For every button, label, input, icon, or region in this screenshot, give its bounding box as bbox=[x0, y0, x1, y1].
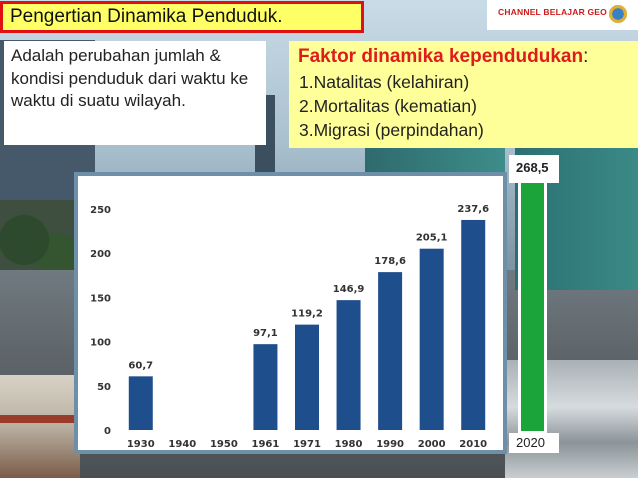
channel-name: CHANNEL BELAJAR GEO bbox=[498, 7, 607, 17]
faktor-title: Faktor dinamika kependudukan: bbox=[298, 46, 588, 68]
bar-data-label: 60,7 bbox=[128, 360, 153, 371]
y-tick-label: 200 bbox=[90, 249, 111, 260]
faktor-item: 2.Mortalitas (kematian) bbox=[299, 96, 477, 116]
bar bbox=[253, 344, 278, 430]
bar-data-label: 205,1 bbox=[416, 233, 448, 244]
faktor-title-colon: : bbox=[583, 46, 589, 67]
faktor-item: 3.Migrasi (perpindahan) bbox=[299, 120, 484, 140]
bar bbox=[378, 272, 403, 430]
y-tick-label: 250 bbox=[90, 205, 111, 216]
faktor-title-text: Faktor dinamika kependudukan bbox=[298, 46, 584, 67]
x-tick-label: 2000 bbox=[418, 439, 446, 450]
x-tick-label: 1961 bbox=[252, 439, 280, 450]
definition-text: Adalah perubahan jumlah & kondisi pendud… bbox=[11, 46, 249, 110]
x-tick-label: 1990 bbox=[376, 439, 404, 450]
population-chart: 0 50 100 150 200 250 1930 60,7 1940 1950 1961 97,1 1… bbox=[74, 172, 507, 454]
y-tick-label: 150 bbox=[90, 293, 111, 304]
faktor-list: 1.Natalitas (kelahiran) 2.Mortalitas (ke… bbox=[299, 70, 484, 142]
bus bbox=[0, 375, 80, 478]
projection-value-box: 268,5 bbox=[509, 155, 559, 183]
slide-title-box: Pengertian Dinamika Penduduk. bbox=[0, 1, 364, 33]
chart-svg: 0 50 100 150 200 250 1930 60,7 1940 1950 1961 97,1 1… bbox=[90, 204, 489, 450]
slide-title: Pengertian Dinamika Penduduk. bbox=[10, 6, 283, 27]
bar-data-label: 97,1 bbox=[253, 328, 278, 339]
x-tick-label: 1930 bbox=[127, 439, 155, 450]
globe-logo-icon bbox=[609, 5, 627, 23]
bus-stripe bbox=[0, 415, 80, 423]
channel-badge: CHANNEL BELAJAR GEO bbox=[487, 0, 638, 30]
definition-box: Adalah perubahan jumlah & kondisi pendud… bbox=[4, 41, 266, 145]
bar-data-label: 146,9 bbox=[333, 284, 365, 295]
y-tick-label: 100 bbox=[90, 338, 111, 349]
bar bbox=[336, 300, 361, 430]
projection-value-label: 268,5 bbox=[516, 160, 549, 175]
x-tick-label: 1950 bbox=[210, 439, 238, 450]
bar-data-label: 237,6 bbox=[457, 204, 489, 215]
bar-data-label: 178,6 bbox=[374, 256, 406, 267]
bar bbox=[419, 248, 444, 430]
bar-data-label: 119,2 bbox=[291, 309, 323, 320]
y-tick-label: 0 bbox=[104, 426, 111, 437]
x-tick-label: 1940 bbox=[168, 439, 196, 450]
faktor-box: Faktor dinamika kependudukan: 1.Natalita… bbox=[289, 41, 638, 148]
projection-bar bbox=[518, 183, 547, 434]
bar bbox=[295, 324, 319, 430]
projection-year-label: 2020 bbox=[516, 435, 545, 450]
x-tick-label: 1971 bbox=[293, 439, 321, 450]
y-tick-label: 50 bbox=[97, 382, 111, 393]
x-tick-label: 2010 bbox=[459, 439, 487, 450]
x-tick-label: 1980 bbox=[335, 439, 363, 450]
faktor-item: 1.Natalitas (kelahiran) bbox=[299, 72, 470, 92]
projection-year-box: 2020 bbox=[509, 433, 559, 453]
bar bbox=[128, 376, 153, 430]
bar bbox=[461, 219, 486, 430]
